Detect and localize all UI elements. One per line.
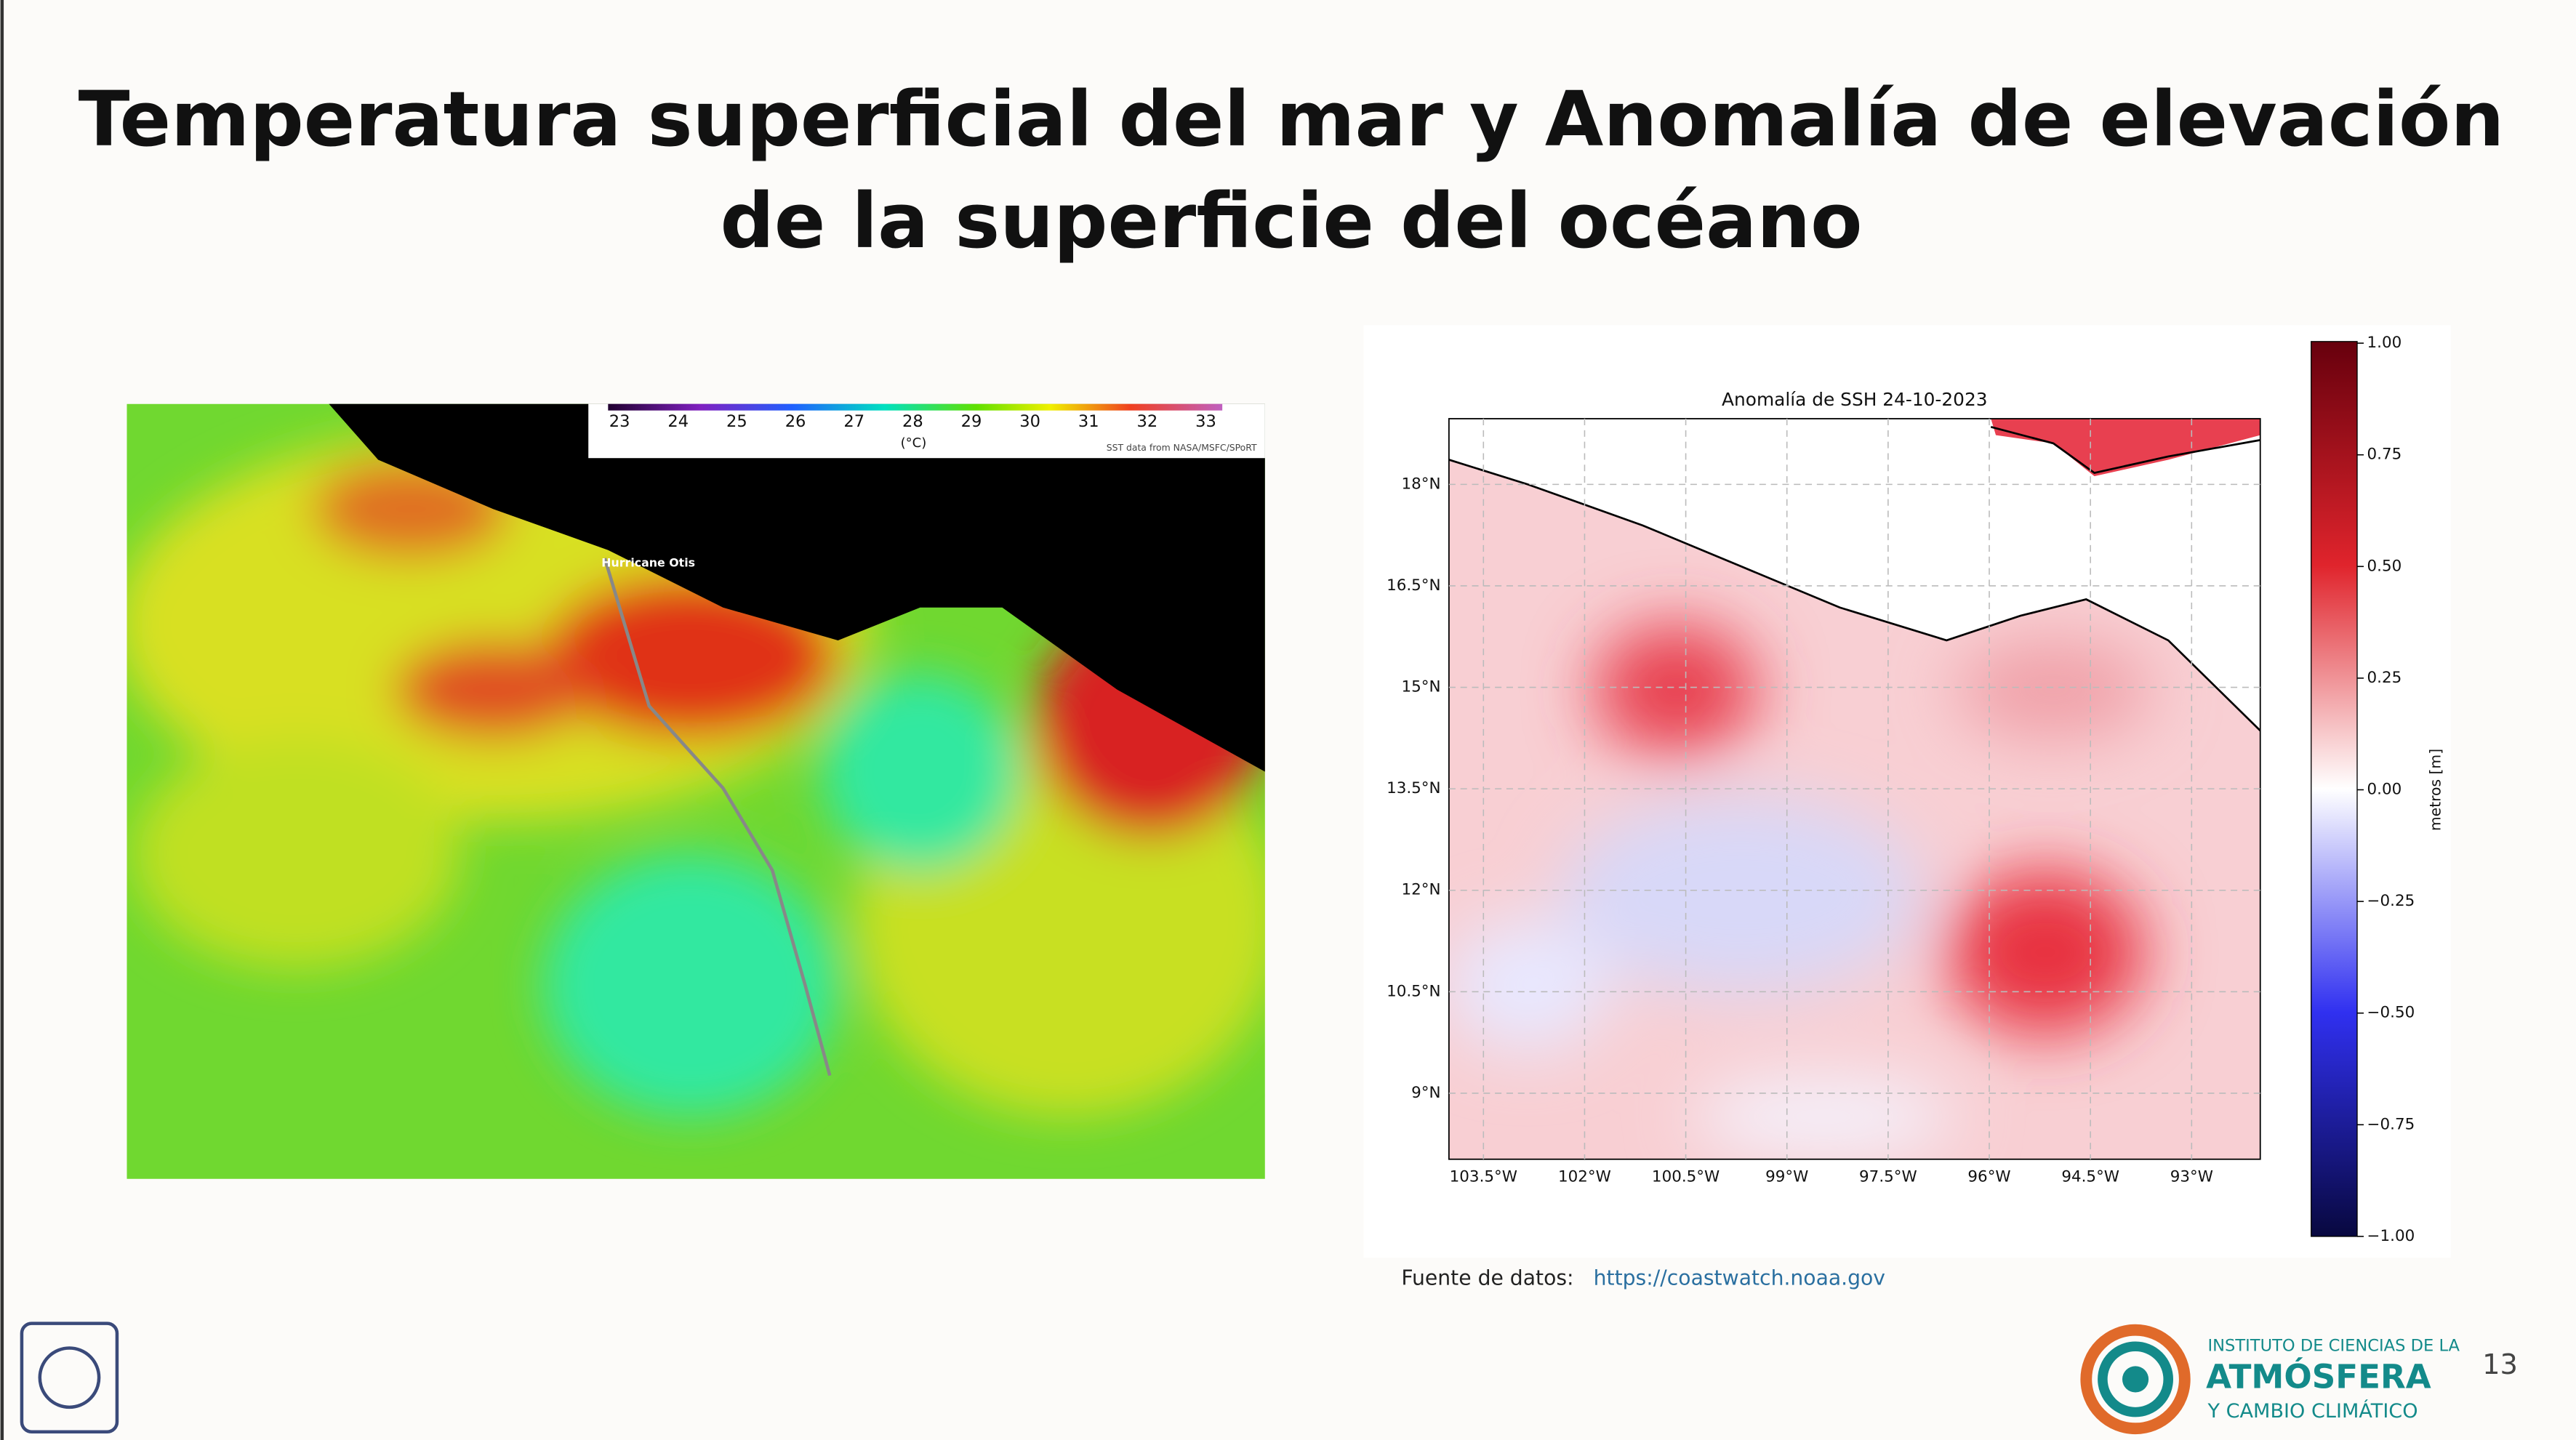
sst-map <box>127 403 1265 1179</box>
sst-credit: SST data from NASA/MSFC/SPoRT <box>1107 442 1257 453</box>
sst-colorbar-tick: 24 <box>667 412 689 431</box>
ssh-title: Anomalía de SSH 24-10-2023 <box>1722 389 1988 410</box>
y-label: 15°N <box>1402 678 1441 696</box>
colorbar-tick-label: −0.75 <box>2367 1115 2415 1133</box>
x-label: 97.5°W <box>1859 1168 1917 1186</box>
sst-colorbar-tick: 29 <box>961 412 982 431</box>
edge <box>0 0 4 1440</box>
title-line: Temperatura superficial del mar y Anomal… <box>79 76 2505 164</box>
sst-colorbar-tick: 31 <box>1078 412 1099 431</box>
map-annotation: Hurricane Otis <box>601 555 695 569</box>
x-label: 94.5°W <box>2061 1168 2119 1186</box>
colorbar-tick-label: −1.00 <box>2367 1227 2415 1245</box>
logo-text: ATMÓSFERA <box>2206 1357 2431 1396</box>
sst-colorbar-tick: 32 <box>1137 412 1158 431</box>
sst-colorbar-tick: 27 <box>843 412 864 431</box>
logo-text: INSTITUTO DE CIENCIAS DE LA <box>2207 1337 2460 1356</box>
colorbar-tick-label: 0.00 <box>2367 781 2402 799</box>
y-label: 9°N <box>1411 1084 1440 1102</box>
sst-colorbar-tick: 25 <box>726 412 747 431</box>
colorbar-tick-label: 1.00 <box>2367 334 2402 352</box>
colorbar-tick-label: −0.25 <box>2367 892 2415 910</box>
y-label: 13.5°N <box>1387 779 1441 797</box>
colorbar-tick-label: −0.50 <box>2367 1004 2415 1022</box>
y-label: 18°N <box>1402 475 1441 493</box>
ssh-colorbar <box>2311 341 2358 1237</box>
page-number: 13 <box>2482 1348 2518 1381</box>
unam-logo <box>20 1322 119 1433</box>
sst-colorbar-tick: 30 <box>1019 412 1040 431</box>
sst-colorbar-tick: 28 <box>902 412 923 431</box>
sst-colorbar-tick: 33 <box>1195 412 1216 431</box>
title-line: de la superficie del océano <box>720 177 1862 265</box>
colorbar-label: metros [m] <box>2426 749 2444 831</box>
colorbar-tick-label: 0.50 <box>2367 557 2402 575</box>
sst-colorbar <box>608 403 1223 411</box>
source-link[interactable]: https://coastwatch.noaa.gov <box>1594 1266 1885 1290</box>
colorbar-tick-label: 0.25 <box>2367 669 2402 687</box>
sst-colorbar-tick: 23 <box>609 412 630 431</box>
colorbar-tick-label: 0.75 <box>2367 446 2402 464</box>
sst-unit: (°C) <box>901 435 927 451</box>
x-label: 99°W <box>1765 1168 1808 1186</box>
sst-colorbar-box <box>588 403 1265 459</box>
logo-text: Y CAMBIO CLIMÁTICO <box>2207 1399 2417 1423</box>
x-label: 96°W <box>1967 1168 2010 1186</box>
sst-colorbar-tick: 26 <box>785 412 806 431</box>
x-label: 102°W <box>1558 1168 1611 1186</box>
x-label: 100.5°W <box>1652 1168 1720 1186</box>
institute-logo <box>2080 1324 2191 1435</box>
y-label: 10.5°N <box>1387 982 1441 1000</box>
x-label: 93°W <box>2170 1168 2213 1186</box>
y-label: 12°N <box>1402 881 1441 899</box>
y-label: 16.5°N <box>1387 576 1441 595</box>
x-label: 103.5°W <box>1450 1168 1517 1186</box>
source-label: Fuente de datos: <box>1401 1266 1573 1290</box>
